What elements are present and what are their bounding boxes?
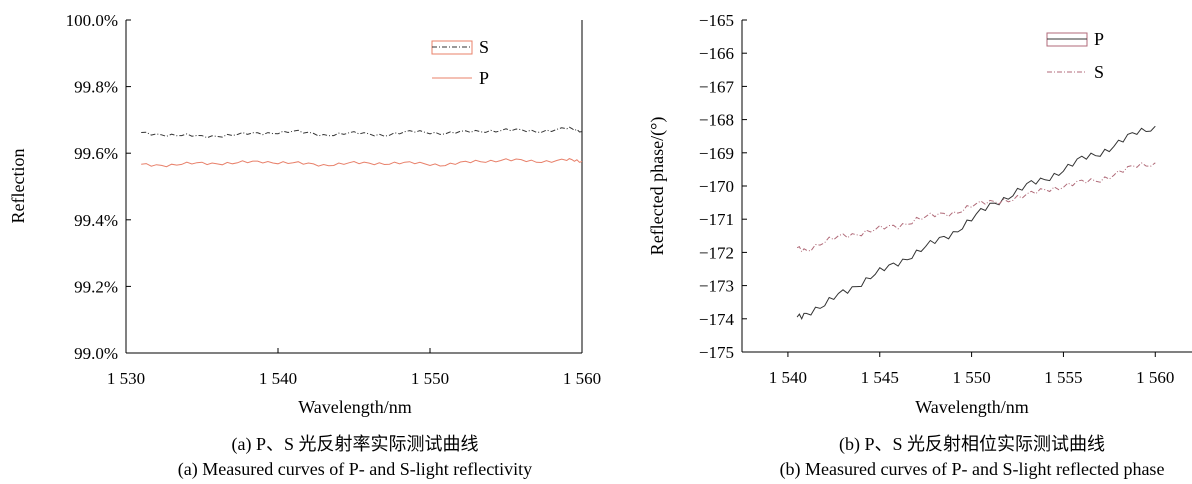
- chart-b-y-tick-label: −175: [699, 343, 734, 362]
- chart-b-y-tick-label: −166: [699, 44, 734, 63]
- chart-a-caption-zh: (a) P、S 光反射率实际测试曲线: [232, 434, 479, 455]
- chart-a-y-tick-label: 99.2%: [74, 277, 118, 296]
- chart-b-y-tick-label: −170: [699, 177, 734, 196]
- chart-b-legend-label-s: S: [1094, 62, 1104, 82]
- chart-b-y-tick-label: −168: [699, 111, 734, 130]
- chart-a-y-tick-label: 99.0%: [74, 344, 118, 363]
- chart-b-legend-label-p: P: [1094, 29, 1104, 49]
- chart-b-x-tick-label: 1 545: [861, 368, 899, 387]
- chart-b-caption-zh: (b) P、S 光反射相位实际测试曲线: [839, 434, 1105, 455]
- chart-a-x-tick-label: 1 540: [259, 369, 297, 388]
- chart-a-x-tick-label: 1 550: [411, 369, 449, 388]
- chart-b-x-tick-label: 1 540: [769, 368, 807, 387]
- chart-b-x-tick-label: 1 560: [1136, 368, 1174, 387]
- chart-a-y-tick-label: 99.4%: [74, 211, 118, 230]
- chart-b-y-tick-label: −174: [699, 310, 735, 329]
- chart-b-y-tick-label: −171: [699, 210, 734, 229]
- chart-reflected-phase: −175 −174 −173 −172 −171 −170 −169 −168 −167 −166…: [647, 11, 1192, 480]
- chart-a-legend: S P: [431, 37, 489, 88]
- chart-a-y-tick-label: 100.0%: [66, 11, 118, 30]
- chart-b-x-axis-label: Wavelength/nm: [915, 397, 1029, 417]
- chart-a-legend-label-p: P: [479, 68, 489, 88]
- chart-b-y-tick-label: −165: [699, 11, 734, 30]
- chart-a-x-tick-label: 1 560: [563, 369, 601, 388]
- chart-a-caption-en: (a) Measured curves of P- and S-light re…: [178, 459, 532, 480]
- chart-reflectivity: 99.0% 99.2% 99.4% 99.6% 99.8% 100.0% 1 530 1 5…: [8, 11, 601, 480]
- chart-b-y-tick-label: −173: [699, 277, 734, 296]
- chart-a-x-axis-label: Wavelength/nm: [298, 397, 412, 417]
- chart-b-x-tick-label: 1 555: [1044, 368, 1082, 387]
- chart-b-series-p-line: [796, 125, 1156, 321]
- chart-b-y-tick-label: −169: [699, 144, 734, 163]
- chart-a-legend-label-s: S: [479, 37, 489, 57]
- chart-a-y-axis-label: Reflection: [8, 149, 28, 224]
- chart-b-legend: P S: [1046, 29, 1104, 82]
- chart-b-y-axis-label: Reflected phase/(°): [647, 117, 668, 256]
- chart-a-y-tick-label: 99.6%: [74, 144, 118, 163]
- chart-a-series-s-line: [141, 126, 583, 139]
- chart-b-series-s-line: [796, 162, 1156, 253]
- chart-a-series-p-line: [141, 158, 583, 168]
- chart-b-caption-en: (b) Measured curves of P- and S-light re…: [780, 459, 1165, 480]
- chart-b-x-tick-label: 1 550: [952, 368, 990, 387]
- chart-b-y-tick-label: −167: [699, 77, 735, 96]
- chart-b-y-tick-label: −172: [699, 243, 734, 262]
- chart-a-x-tick-label: 1 530: [107, 369, 145, 388]
- chart-a-y-tick-label: 99.8%: [74, 78, 118, 97]
